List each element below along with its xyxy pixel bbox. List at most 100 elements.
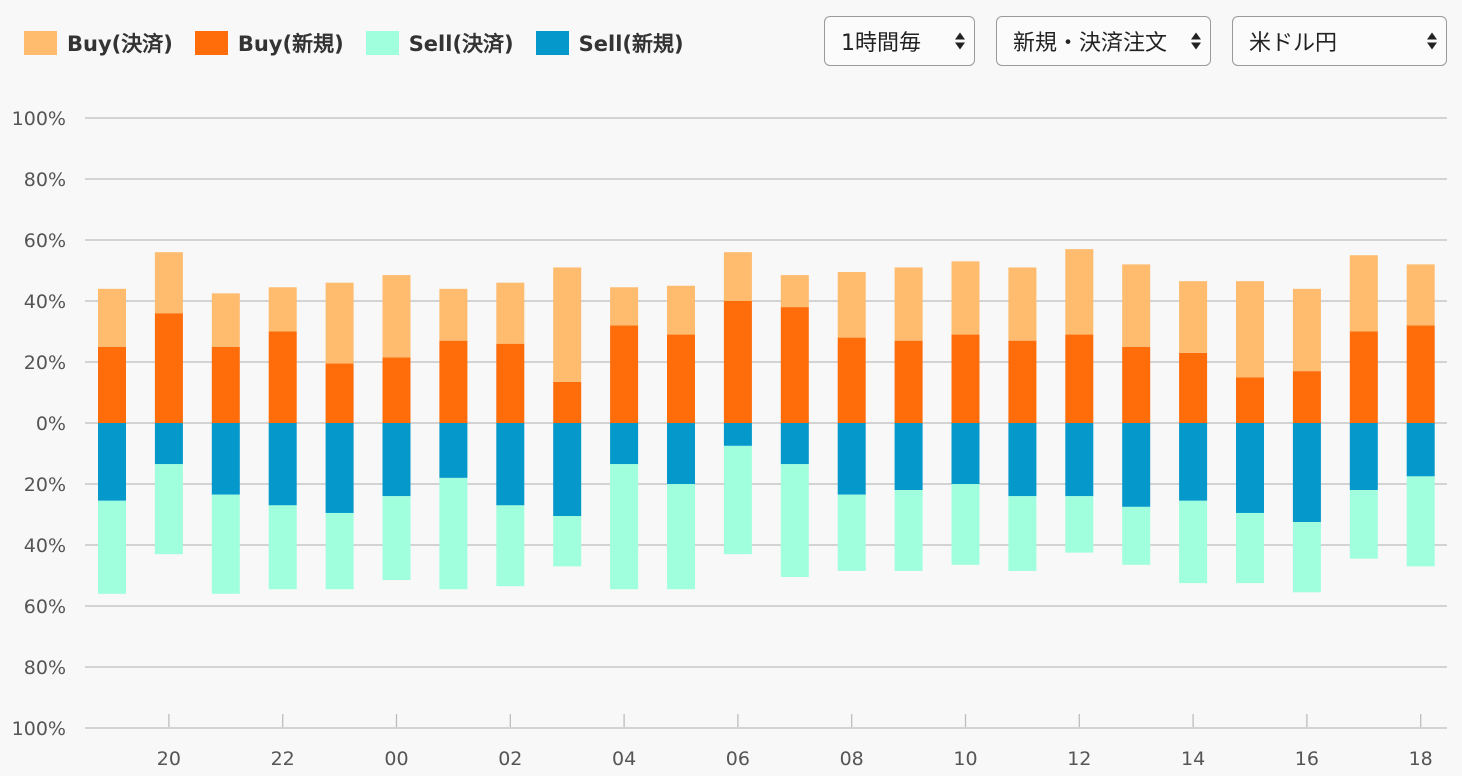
bar-sell-new[interactable]	[553, 423, 582, 517]
bar-sell-new[interactable]	[439, 423, 468, 478]
bar-buy-close[interactable]	[1179, 281, 1208, 353]
bar-buy-new[interactable]	[154, 313, 183, 423]
bar-buy-new[interactable]	[1008, 340, 1037, 423]
bar-buy-new[interactable]	[610, 325, 639, 423]
bar-buy-new[interactable]	[894, 340, 923, 423]
bar-buy-new[interactable]	[1179, 352, 1208, 423]
bar-buy-new[interactable]	[496, 343, 525, 423]
bar-buy-close[interactable]	[268, 287, 297, 332]
bar-buy-new[interactable]	[439, 340, 468, 423]
bar-sell-new[interactable]	[1122, 423, 1151, 507]
bar-sell-close[interactable]	[1122, 506, 1151, 565]
bar-sell-close[interactable]	[894, 490, 923, 571]
bar-buy-close[interactable]	[1292, 288, 1321, 372]
bar-sell-new[interactable]	[325, 423, 354, 513]
bar-sell-close[interactable]	[325, 512, 354, 590]
bar-buy-close[interactable]	[667, 285, 695, 335]
bar-buy-new[interactable]	[211, 346, 240, 423]
bar-sell-new[interactable]	[382, 423, 411, 497]
order-type-select[interactable]: 新規・決済注文	[996, 16, 1211, 66]
bar-buy-new[interactable]	[1292, 371, 1321, 423]
legend-item-sell-close[interactable]: Sell(決済)	[365, 28, 514, 58]
bar-buy-close[interactable]	[1406, 264, 1435, 326]
bar-sell-close[interactable]	[780, 464, 809, 578]
bar-buy-new[interactable]	[1349, 331, 1378, 424]
interval-select[interactable]: 1時間毎	[824, 16, 975, 66]
bar-sell-new[interactable]	[723, 423, 752, 446]
bar-buy-new[interactable]	[780, 307, 809, 423]
bar-sell-close[interactable]	[1349, 490, 1378, 559]
bar-sell-close[interactable]	[1236, 512, 1264, 584]
bar-buy-new[interactable]	[723, 301, 752, 423]
bar-sell-close[interactable]	[667, 484, 695, 590]
currency-pair-select[interactable]: 米ドル円	[1232, 16, 1447, 66]
bar-buy-new[interactable]	[1122, 346, 1151, 423]
bar-buy-new[interactable]	[553, 381, 582, 423]
bar-buy-close[interactable]	[610, 287, 639, 326]
legend-item-buy-new[interactable]: Buy(新規)	[194, 28, 344, 58]
bar-buy-new[interactable]	[1236, 377, 1264, 423]
bar-sell-new[interactable]	[154, 423, 183, 465]
bar-buy-close[interactable]	[894, 267, 923, 341]
bar-sell-close[interactable]	[1065, 496, 1094, 553]
bar-sell-close[interactable]	[610, 464, 639, 590]
bar-buy-close[interactable]	[1008, 267, 1037, 341]
bar-sell-close[interactable]	[268, 505, 297, 590]
bar-buy-close[interactable]	[1065, 249, 1094, 335]
bar-sell-new[interactable]	[496, 423, 525, 506]
bar-buy-new[interactable]	[325, 363, 354, 423]
bar-buy-new[interactable]	[1406, 325, 1435, 423]
bar-sell-new[interactable]	[1236, 423, 1264, 513]
bar-sell-close[interactable]	[1008, 496, 1037, 571]
bar-sell-new[interactable]	[1008, 423, 1037, 497]
bar-buy-new[interactable]	[667, 334, 695, 423]
bar-sell-close[interactable]	[154, 464, 183, 555]
bar-buy-new[interactable]	[951, 334, 980, 423]
bar-buy-close[interactable]	[780, 275, 809, 308]
bar-buy-close[interactable]	[723, 252, 752, 301]
bar-sell-close[interactable]	[211, 494, 240, 594]
bar-buy-new[interactable]	[837, 337, 866, 423]
bar-buy-close[interactable]	[154, 252, 183, 314]
bar-sell-new[interactable]	[211, 423, 240, 495]
bar-buy-close[interactable]	[382, 275, 411, 358]
bar-sell-new[interactable]	[837, 423, 866, 495]
bar-buy-close[interactable]	[496, 282, 525, 344]
bar-buy-close[interactable]	[325, 282, 354, 364]
bar-buy-close[interactable]	[553, 267, 582, 382]
bar-sell-close[interactable]	[382, 496, 411, 581]
bar-buy-new[interactable]	[268, 331, 297, 424]
bar-sell-new[interactable]	[667, 423, 695, 484]
bar-sell-close[interactable]	[553, 516, 582, 567]
bar-buy-close[interactable]	[211, 293, 240, 347]
bar-buy-close[interactable]	[837, 272, 866, 338]
bar-sell-close[interactable]	[98, 500, 126, 594]
bar-buy-close[interactable]	[951, 261, 980, 335]
bar-sell-close[interactable]	[1292, 522, 1321, 593]
bar-buy-close[interactable]	[1236, 281, 1264, 378]
legend-item-sell-new[interactable]: Sell(新規)	[535, 28, 684, 58]
bar-buy-new[interactable]	[1065, 334, 1094, 423]
bar-sell-new[interactable]	[1349, 423, 1378, 491]
bar-sell-new[interactable]	[268, 423, 297, 506]
bar-sell-close[interactable]	[837, 494, 866, 571]
bar-buy-close[interactable]	[98, 288, 126, 347]
bar-sell-new[interactable]	[98, 423, 126, 501]
bar-sell-new[interactable]	[894, 423, 923, 491]
bar-sell-close[interactable]	[723, 445, 752, 555]
bar-sell-close[interactable]	[496, 505, 525, 587]
bar-sell-close[interactable]	[951, 484, 980, 565]
bar-sell-new[interactable]	[1065, 423, 1094, 497]
bar-sell-new[interactable]	[1292, 423, 1321, 523]
bar-sell-new[interactable]	[1179, 423, 1208, 501]
bar-buy-close[interactable]	[1122, 264, 1151, 347]
legend-item-buy-close[interactable]: Buy(決済)	[24, 28, 173, 58]
bar-buy-new[interactable]	[98, 346, 126, 423]
bar-buy-close[interactable]	[439, 288, 468, 341]
bar-sell-close[interactable]	[1406, 476, 1435, 567]
bar-sell-close[interactable]	[439, 477, 468, 590]
bar-sell-new[interactable]	[780, 423, 809, 465]
bar-buy-close[interactable]	[1349, 255, 1378, 332]
bar-buy-new[interactable]	[382, 357, 411, 423]
bar-sell-new[interactable]	[610, 423, 639, 465]
